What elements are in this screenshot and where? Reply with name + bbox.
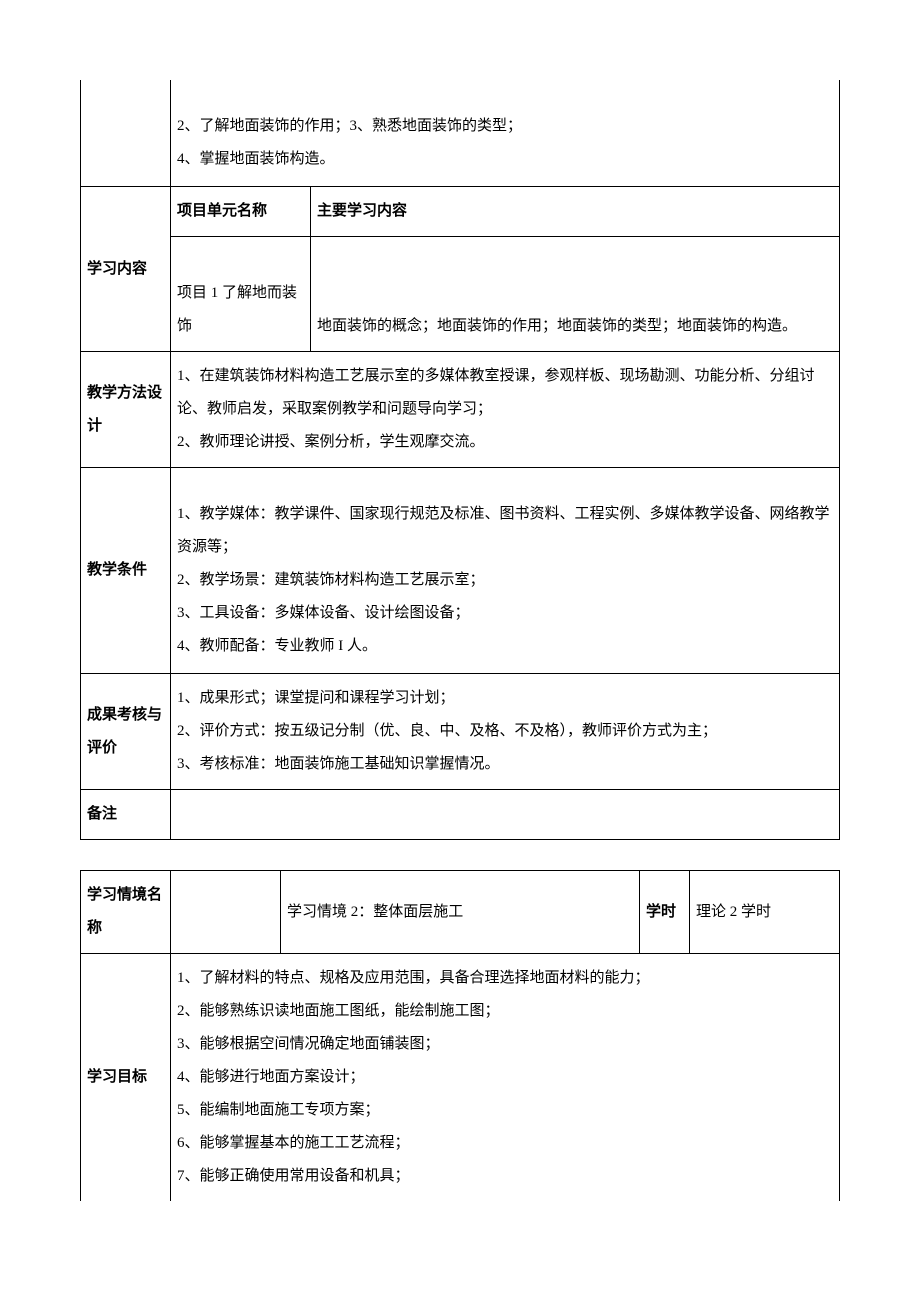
situation-label: 学习情境名称	[81, 871, 171, 954]
row1-content: 2、了解地面装饰的作用；3、熟悉地面装饰的类型；4、掌握地面装饰构造。	[171, 80, 840, 187]
unit-name-value: 项目 1 了解地而装饰	[171, 237, 311, 352]
main-content-value: 地面装饰的概念；地面装饰的作用；地面装饰的类型；地面装饰的构造。	[311, 237, 840, 352]
situation-spacer	[171, 871, 281, 954]
unit-name-header: 项目单元名称	[171, 187, 311, 237]
main-content-header: 主要学习内容	[311, 187, 840, 237]
goal-label: 学习目标	[81, 954, 171, 1202]
assess-content: 1、成果形式；课堂提问和课程学习计划；2、评价方式：按五级记分制（优、良、中、及…	[171, 674, 840, 790]
study-content-label: 学习内容	[81, 187, 171, 352]
remark-label: 备注	[81, 790, 171, 840]
teach-cond-content: 1、教学媒体：教学课件、国家现行规范及标准、图书资料、工程实例、多媒体教学设备、…	[171, 468, 840, 674]
situation-name: 学习情境 2：整体面层施工	[281, 871, 640, 954]
hours-value: 理论 2 学时	[690, 871, 840, 954]
teach-cond-label: 教学条件	[81, 468, 171, 674]
teach-method-content: 1、在建筑装饰材料构造工艺展示室的多媒体教室授课，参观样板、现场勘测、功能分析、…	[171, 352, 840, 468]
assess-label: 成果考核与评价	[81, 674, 171, 790]
syllabus-table-2: 学习情境名称 学习情境 2：整体面层施工 学时 理论 2 学时 学习目标 1、了…	[80, 870, 840, 1201]
hours-label: 学时	[640, 871, 690, 954]
syllabus-table-1: 2、了解地面装饰的作用；3、熟悉地面装饰的类型；4、掌握地面装饰构造。 学习内容…	[80, 80, 840, 840]
remark-content	[171, 790, 840, 840]
goal-content: 1、了解材料的特点、规格及应用范围，具备合理选择地面材料的能力；2、能够熟练识读…	[171, 954, 840, 1202]
teach-method-label: 教学方法设计	[81, 352, 171, 468]
empty-label-cell	[81, 80, 171, 187]
